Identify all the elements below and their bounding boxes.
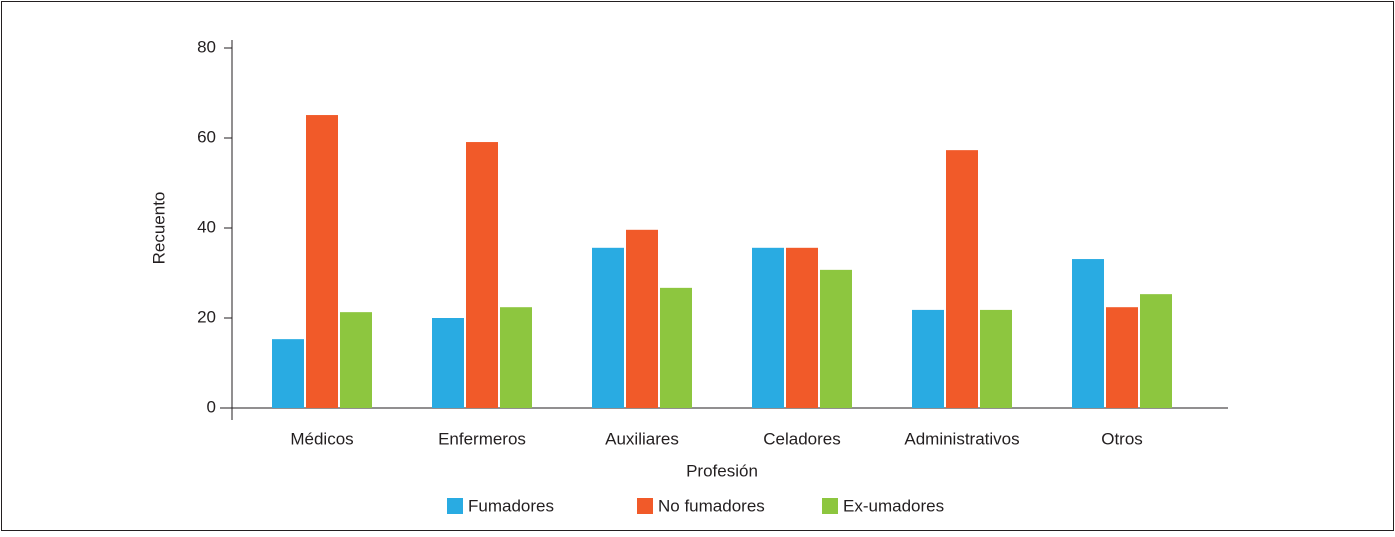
bar <box>592 247 624 408</box>
bar <box>432 318 464 408</box>
x-tick-label: Auxiliares <box>605 429 679 448</box>
legend-label: No fumadores <box>658 496 765 515</box>
x-axis-label: Profesión <box>686 461 758 480</box>
bar <box>1140 294 1172 408</box>
bar <box>752 247 784 408</box>
x-tick-label: Administrativos <box>904 429 1019 448</box>
bar <box>1072 259 1104 408</box>
bar <box>660 287 692 408</box>
x-tick-label: Otros <box>1101 429 1143 448</box>
bar <box>340 312 372 408</box>
bar <box>912 309 944 408</box>
y-tick-label: 60 <box>197 127 216 146</box>
y-tick-label: 80 <box>197 37 216 56</box>
bar <box>466 142 498 409</box>
bar <box>1106 307 1138 408</box>
bar <box>626 229 658 408</box>
legend-swatch <box>447 498 463 514</box>
bar <box>786 247 818 408</box>
legend-swatch <box>637 498 653 514</box>
bar <box>500 307 532 408</box>
bar <box>272 339 304 408</box>
x-tick-label: Médicos <box>290 429 353 448</box>
y-tick-label: 40 <box>197 217 216 236</box>
x-tick-label: Celadores <box>763 429 841 448</box>
bar <box>980 309 1012 408</box>
legend-label: Fumadores <box>468 496 554 515</box>
y-tick-label: 20 <box>197 307 216 326</box>
bar <box>946 150 978 408</box>
bar <box>306 115 338 409</box>
legend-swatch <box>822 498 838 514</box>
bar <box>820 269 852 408</box>
y-tick-label: 0 <box>207 397 216 416</box>
x-tick-label: Enfermeros <box>438 429 526 448</box>
legend-label: Ex-umadores <box>843 496 944 515</box>
y-axis-label: Recuento <box>149 192 168 265</box>
